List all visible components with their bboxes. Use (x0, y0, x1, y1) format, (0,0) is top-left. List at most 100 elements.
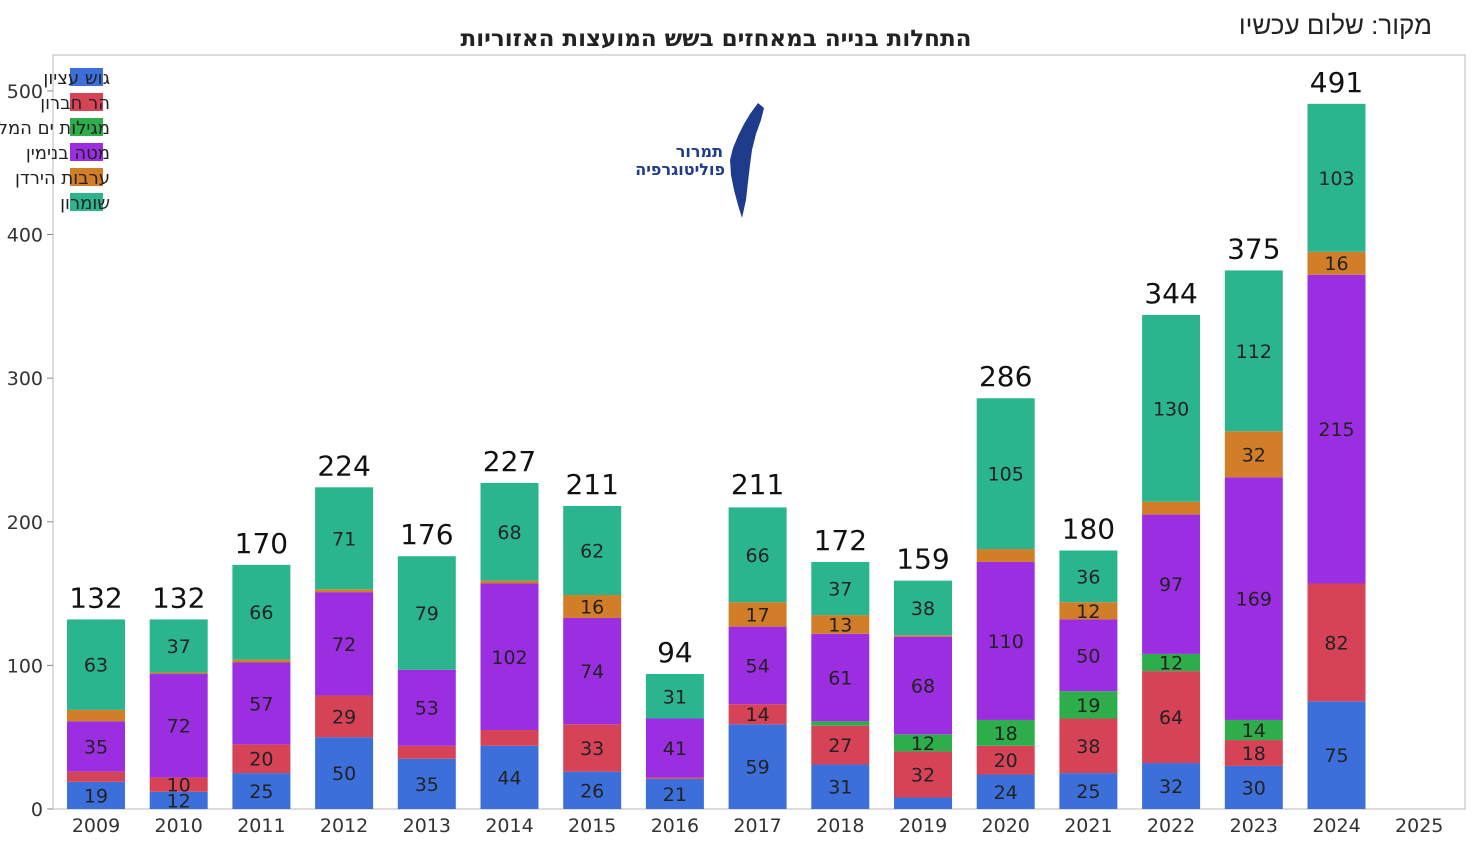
legend-swatch-har_hevron (70, 93, 103, 111)
segment-value-label: 103 (1318, 168, 1354, 190)
segment-value-label: 74 (580, 661, 604, 683)
bar-segment-mate_binyamin (397, 669, 456, 746)
segment-value-label: 36 (1076, 566, 1100, 588)
segment-value-label: 169 (1236, 589, 1272, 611)
bar-segment-gush_etzion (397, 758, 456, 809)
bar-segment-mate_binyamin (1142, 514, 1201, 654)
bar-segment-har_hevron (232, 744, 291, 774)
segment-value-label: 30 (1242, 777, 1266, 799)
x-tick-label: 2015 (568, 815, 616, 837)
bar-segment-shomron (728, 507, 787, 603)
bar-total-label: 375 (1227, 232, 1280, 265)
bar-total-label: 180 (1062, 512, 1115, 545)
bar-total-label: 224 (317, 449, 370, 482)
bar-segment-arvot_hayarden (1059, 602, 1118, 620)
bar-segment-shomron (1142, 314, 1201, 502)
bar-segment-har_hevron (67, 771, 125, 782)
bar-segment-gush_etzion (645, 778, 704, 809)
segment-value-label: 68 (911, 675, 935, 697)
segment-value-label: 12 (911, 733, 935, 755)
y-tick-label: 100 (7, 655, 43, 677)
y-tick-label: 500 (7, 81, 43, 103)
segment-value-label: 66 (249, 602, 273, 624)
bar-segment-mate_binyamin (728, 626, 787, 705)
bar-segment-arvot_hayarden (315, 589, 374, 593)
bar-segment-arvot_hayarden (480, 580, 539, 584)
bar-total-label: 132 (152, 581, 205, 614)
bar-segment-megilot (811, 721, 870, 726)
logo-text-line2: פוליטוגרפיה (635, 160, 725, 179)
segment-value-label: 62 (580, 540, 604, 562)
segment-value-label: 20 (249, 749, 273, 771)
segment-value-label: 79 (415, 603, 439, 625)
x-tick-label: 2025 (1395, 815, 1443, 837)
bar-segment-shomron (397, 556, 456, 670)
bar-segment-gush_etzion (728, 724, 787, 809)
segment-value-label: 72 (167, 716, 191, 738)
bar-segment-har_hevron (728, 704, 787, 725)
bar-segment-gush_etzion (1059, 773, 1118, 809)
segment-value-label: 14 (746, 704, 770, 726)
segment-value-label: 12 (1076, 601, 1100, 623)
bar-segment-gush_etzion (1142, 763, 1201, 809)
bar-segment-gush_etzion (811, 764, 870, 809)
segment-value-label: 20 (994, 750, 1018, 772)
bar-segment-mate_binyamin (811, 633, 870, 722)
bar-segment-shomron (811, 561, 870, 616)
bar-segment-gush_etzion (1307, 701, 1366, 809)
x-tick-label: 2023 (1230, 815, 1278, 837)
segment-value-label: 27 (828, 735, 852, 757)
bar-segment-megilot (1142, 653, 1201, 672)
segment-value-label: 63 (84, 655, 108, 677)
bar-segment-arvot_hayarden (1307, 251, 1366, 275)
segment-value-label: 110 (988, 631, 1024, 653)
legend-label: שומרון (60, 193, 110, 214)
segment-value-label: 32 (1242, 444, 1266, 466)
bar-segment-mate_binyamin (1307, 274, 1366, 584)
bar-segment-mate_binyamin (1059, 619, 1118, 692)
segment-value-label: 57 (249, 693, 273, 715)
segment-value-label: 35 (415, 774, 439, 796)
bar-segment-shomron (232, 564, 291, 660)
bar-segment-har_hevron (811, 725, 870, 765)
bar-total-label: 227 (483, 445, 536, 478)
segment-value-label: 19 (1076, 695, 1100, 717)
segment-value-label: 130 (1153, 398, 1189, 420)
bar-segment-shomron (149, 619, 208, 673)
bar-segment-har_hevron (1307, 583, 1366, 702)
bar-segment-shomron (480, 482, 539, 581)
segment-value-label: 97 (1159, 574, 1183, 596)
segment-value-label: 12 (167, 790, 191, 812)
segment-value-label: 25 (249, 781, 273, 803)
segment-value-label: 66 (746, 545, 770, 567)
bar-segment-mate_binyamin (480, 583, 539, 731)
bar-segment-megilot (976, 719, 1035, 746)
bar-segment-arvot_hayarden (67, 709, 125, 722)
legend-label: מטה בנימין (26, 143, 110, 164)
bar-total-label: 172 (814, 524, 867, 557)
bar-segment-arvot_hayarden (728, 602, 787, 627)
segment-value-label: 102 (491, 647, 527, 669)
bar-segment-shomron (67, 619, 125, 710)
x-tick-label: 2024 (1312, 815, 1360, 837)
x-tick-label: 2012 (320, 815, 368, 837)
x-tick-label: 2018 (816, 815, 864, 837)
israel-map-icon (730, 103, 764, 218)
bar-total-label: 286 (979, 360, 1032, 393)
bar-segment-arvot_hayarden (1142, 501, 1201, 515)
segment-value-label: 54 (746, 655, 770, 677)
bar-segment-megilot (1224, 719, 1283, 741)
segment-value-label: 32 (1159, 776, 1183, 798)
bar-segment-mate_binyamin (1224, 477, 1283, 720)
segment-value-label: 18 (1242, 743, 1266, 765)
x-tick-label: 2022 (1147, 815, 1195, 837)
segment-value-label: 37 (167, 636, 191, 658)
bar-segment-arvot_hayarden (811, 615, 870, 634)
bar-segment-shomron (563, 505, 622, 596)
bar-segment-har_hevron (149, 777, 208, 792)
segment-value-label: 38 (1076, 736, 1100, 758)
bar-segment-gush_etzion (232, 773, 291, 809)
segment-value-label: 41 (663, 738, 687, 760)
bar-segment-megilot (1059, 691, 1118, 719)
